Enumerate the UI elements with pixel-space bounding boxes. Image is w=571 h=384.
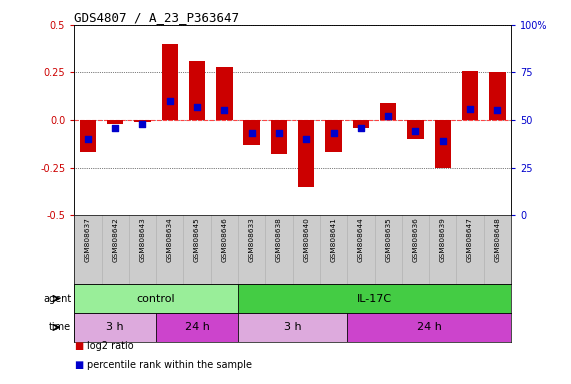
Text: IL-17C: IL-17C	[357, 293, 392, 304]
Bar	[189, 61, 206, 120]
Bar	[407, 120, 424, 139]
Point	[247, 130, 256, 136]
Bar	[80, 120, 96, 152]
Bar	[156, 313, 238, 342]
Bar	[298, 120, 315, 187]
Text: GSM808635: GSM808635	[385, 217, 391, 262]
Text: percentile rank within the sample: percentile rank within the sample	[87, 360, 252, 370]
Text: GSM808642: GSM808642	[112, 217, 118, 262]
Point	[83, 136, 93, 142]
Bar	[462, 71, 478, 120]
Point	[301, 136, 311, 142]
Point	[329, 130, 338, 136]
Text: GDS4807 / A_23_P363647: GDS4807 / A_23_P363647	[74, 11, 239, 24]
Point	[411, 128, 420, 134]
Bar	[271, 120, 287, 154]
Bar	[238, 313, 347, 342]
Text: GSM808641: GSM808641	[331, 217, 336, 262]
Point	[192, 104, 202, 110]
Point	[438, 138, 447, 144]
Text: 24 h: 24 h	[417, 322, 441, 333]
Bar	[162, 44, 178, 120]
Text: agent: agent	[43, 293, 71, 304]
Text: log2 ratio: log2 ratio	[87, 341, 134, 351]
Bar	[243, 120, 260, 145]
Text: ■: ■	[74, 360, 83, 370]
Bar	[325, 120, 342, 152]
Bar	[435, 120, 451, 167]
Bar	[216, 67, 232, 120]
Bar	[489, 73, 505, 120]
Text: 3 h: 3 h	[106, 322, 124, 333]
Text: GSM808636: GSM808636	[412, 217, 419, 262]
Text: GSM808648: GSM808648	[494, 217, 500, 262]
Point	[465, 106, 475, 112]
Bar	[347, 313, 511, 342]
Text: 3 h: 3 h	[284, 322, 301, 333]
Text: GSM808633: GSM808633	[249, 217, 255, 262]
Point	[384, 113, 393, 119]
Point	[220, 108, 229, 114]
Bar	[380, 103, 396, 120]
Bar	[353, 120, 369, 127]
Bar	[74, 284, 238, 313]
Point	[493, 108, 502, 114]
Text: GSM808645: GSM808645	[194, 217, 200, 262]
Text: GSM808643: GSM808643	[139, 217, 146, 262]
Text: GSM808638: GSM808638	[276, 217, 282, 262]
Text: 24 h: 24 h	[184, 322, 210, 333]
Text: GSM808634: GSM808634	[167, 217, 173, 262]
Text: GSM808646: GSM808646	[222, 217, 227, 262]
Text: control: control	[137, 293, 175, 304]
Point	[138, 121, 147, 127]
Text: GSM808639: GSM808639	[440, 217, 446, 262]
Bar	[238, 284, 511, 313]
Point	[356, 124, 365, 131]
Text: ■: ■	[74, 341, 83, 351]
Bar	[74, 313, 156, 342]
Text: GSM808640: GSM808640	[303, 217, 309, 262]
Text: GSM808647: GSM808647	[467, 217, 473, 262]
Point	[165, 98, 174, 104]
Text: time: time	[49, 322, 71, 333]
Point	[111, 124, 120, 131]
Point	[275, 130, 284, 136]
Text: GSM808637: GSM808637	[85, 217, 91, 262]
Text: GSM808644: GSM808644	[358, 217, 364, 262]
Bar	[134, 120, 151, 122]
Bar	[107, 120, 123, 124]
